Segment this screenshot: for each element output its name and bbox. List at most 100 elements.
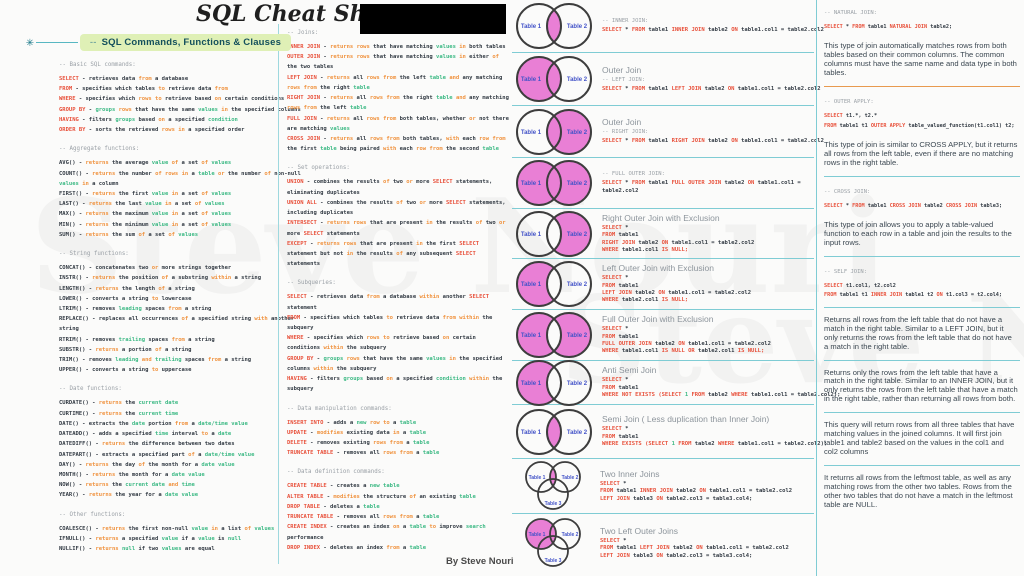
- section-header: -- Other functions:: [59, 511, 126, 518]
- code-line: LAST() - returns the last value in a set…: [59, 201, 225, 208]
- code-line: TRUNCATE TABLE - removes all rows from a…: [287, 514, 440, 521]
- code-line: NULLIF() - returns null if two values ar…: [59, 546, 215, 553]
- code-line: IFNULL() - returns a specified value if …: [59, 535, 242, 542]
- sql-code-line: RIGHT JOIN table2 ON table1.col1 = table…: [602, 239, 755, 246]
- code-line: WHERE - specifies which rows to retrieve…: [59, 96, 285, 103]
- sql-code-line: LEFT JOIN table2 ON table1.col1 = table2…: [602, 290, 752, 296]
- sql-code-line: LEFT JOIN table3 ON table2.col3 = table3…: [600, 495, 753, 502]
- code-line: MIN() - returns the minimum value in a s…: [59, 221, 232, 228]
- code-line: UNION - combines the results of two or m…: [287, 179, 493, 196]
- section-header: -- Data definition commands:: [287, 469, 385, 476]
- venn-row-text: Left Outer Join with Exclusion SELECT * FR…: [602, 263, 814, 305]
- venn-diagram: Table 1 Table 2 Table 3: [525, 461, 581, 510]
- svg-text:Table 2: Table 2: [567, 430, 588, 436]
- svg-text:Table 2: Table 2: [567, 333, 588, 339]
- section-header: -- String functions:: [59, 251, 129, 258]
- sql-comment: -- OUTER APPLY:: [824, 99, 874, 106]
- section-header: -- Joins:: [287, 30, 319, 36]
- middle-column: -- Joins: INNER JOIN - returns rows that …: [278, 24, 512, 564]
- sql-code-line: FROM table1: [602, 384, 639, 391]
- sql-code-line: SELECT * FROM table1 INNER JOIN table2 O…: [602, 26, 824, 33]
- sql-code-line: FROM table1 LEFT JOIN table2 ON table1.c…: [600, 545, 789, 552]
- venn-diagram: Table 1 Table 2: [516, 3, 592, 49]
- sql-code-line: FULL OUTER JOIN table2 ON table1.col1 = …: [602, 341, 771, 347]
- code-line: INNER JOIN - returns rows that have matc…: [287, 44, 506, 50]
- sql-comment: -- INNER JOIN:: [602, 17, 649, 24]
- svg-text:Table 1: Table 1: [521, 181, 542, 187]
- code-section: -- Date functions: CURDATE() - returns th…: [59, 386, 311, 500]
- venn-diagram: Table 1 Table 2 Table 3: [525, 518, 581, 567]
- sql-code-line: SELECT *: [602, 275, 629, 282]
- code-section: -- Basic SQL commands: SELECT - retrieves…: [59, 62, 311, 135]
- venn-row-text: Two Left Outer Joins SELECT * FROM table1 …: [600, 526, 814, 560]
- venn-row-text: -- INNER JOIN: SELECT * FROM table1 INNER…: [602, 17, 824, 34]
- sql-code-line: SELECT *: [602, 426, 629, 433]
- code-line: RTRIM() - removes trailing spaces from a…: [59, 336, 215, 343]
- code-line: TRIM() - removes leading and trailing sp…: [59, 357, 252, 364]
- code-line: EXCEPT - returns rows that are present i…: [287, 240, 480, 268]
- section-header: -- Set operations:: [287, 165, 350, 172]
- code-line: REPLACE() - replaces all occurrences of …: [59, 316, 295, 333]
- venn-diagram: Table 1 Table 2: [516, 210, 592, 257]
- code-line: COALESCE() - returns the first non-null …: [59, 525, 275, 532]
- sql-code-line: SELECT *: [600, 480, 627, 487]
- svg-text:Table 1: Table 1: [529, 475, 546, 481]
- svg-text:Table 1: Table 1: [521, 282, 542, 288]
- venn-row-text: Two Inner Joins SELECT * FROM table1 INNER…: [600, 469, 814, 503]
- code-line: COUNT() - returns the number of rows in …: [59, 170, 301, 187]
- join-title: Left Outer Join with Exclusion: [602, 263, 714, 274]
- venn-diagram: Table 1 Table 2: [516, 312, 592, 358]
- code-line: DROP INDEX - deletes an index from a tab…: [287, 544, 427, 551]
- svg-text:Table 2: Table 2: [567, 181, 588, 187]
- venn-diagram: Table 1 Table 2: [516, 108, 592, 155]
- explanation-text: Returns only the rows from the left tabl…: [824, 367, 1018, 404]
- code-line: MAX() - returns the maximum value in a s…: [59, 211, 232, 218]
- code-line: INSERT INTO - adds a new row to a table: [287, 419, 417, 426]
- sql-code-line: WHERE NOT EXISTS (SELECT 1 FROM table2 W…: [602, 392, 841, 399]
- code-line: ORDER BY - sorts the retrieved rows in a…: [59, 127, 245, 134]
- venn-diagram: Table 1 Table 2: [516, 261, 592, 307]
- section-header: -- Data manipulation commands:: [287, 405, 392, 412]
- code-section: -- Aggregate functions: AVG() - returns t…: [59, 146, 311, 240]
- sql-comment: -- RIGHT JOIN:: [602, 129, 649, 136]
- code-line: SUM() - returns the sum of a set of valu…: [59, 231, 199, 238]
- sql-code-line: FROM table1: [602, 333, 639, 340]
- code-section: -- Subqueries: SELECT - retrieves data fr…: [287, 280, 512, 394]
- code-line: YEAR() - returns the year for a date val…: [59, 492, 199, 499]
- venn-row: Table 1 Table 2 Semi Join ( Less duplicat…: [512, 405, 827, 459]
- code-line: HAVING - filters groups based on a speci…: [287, 376, 503, 393]
- sql-comment: -- SELF JOIN:: [824, 268, 868, 275]
- code-section: -- Set operations: UNION - combines the r…: [287, 165, 512, 269]
- svg-text:Table 1: Table 1: [521, 333, 542, 339]
- svg-text:Table 2: Table 2: [567, 77, 588, 83]
- svg-text:Table 1: Table 1: [521, 77, 542, 83]
- divider: [824, 86, 1020, 88]
- code-line: UPPER() - converts a string to uppercase: [59, 367, 192, 374]
- code-line: INTERSECT - returns rows that are presen…: [287, 220, 506, 237]
- venn-diagram: Table 1 Table 2: [516, 359, 592, 406]
- sql-code-line: WHERE table1.col1 IS NULL;: [602, 246, 689, 253]
- svg-text:Table 2: Table 2: [567, 232, 588, 238]
- code-line: CREATE INDEX - creates an index on a tab…: [287, 524, 486, 541]
- section-header: -- Date functions:: [59, 386, 122, 393]
- explanation-text: It returns all rows from the leftmost ta…: [824, 473, 1013, 509]
- svg-text:Table 2: Table 2: [567, 130, 588, 136]
- explanation-text: This type of join automatically matches …: [824, 41, 1017, 78]
- venn-row: Table 1 Table 2 Anti Semi Join SELECT * FRO…: [512, 359, 841, 406]
- venn-row: Table 1 Table 2 Outer Join -- LEFT JOIN: SE…: [512, 53, 821, 106]
- venn-row: Table 1 Table 2 Left Outer Join with Excl…: [512, 259, 814, 310]
- code-line: GROUP BY - groups rows that have the sam…: [287, 355, 503, 372]
- divider: [824, 255, 1020, 257]
- sql-comment: -- LEFT JOIN:: [602, 76, 646, 83]
- join-title: Outer Join: [602, 64, 642, 75]
- code-line: SELECT - retrieves data from a database: [59, 76, 189, 82]
- divider: [824, 412, 1020, 414]
- svg-text:Table 2: Table 2: [562, 532, 579, 538]
- code-line: SUBSTR() - returns a portion of a string: [59, 346, 192, 353]
- sql-code-line: WHERE table2.col1 IS NULL;: [602, 297, 689, 304]
- venn-row: Table 1 Table 2 -- FULL OUTER JOIN: SELECT…: [512, 158, 814, 209]
- code-line: DATEDIFF() - returns the difference betw…: [59, 441, 235, 448]
- svg-text:Table 1: Table 1: [521, 381, 542, 387]
- asterisk-icon: ✳: [26, 35, 34, 50]
